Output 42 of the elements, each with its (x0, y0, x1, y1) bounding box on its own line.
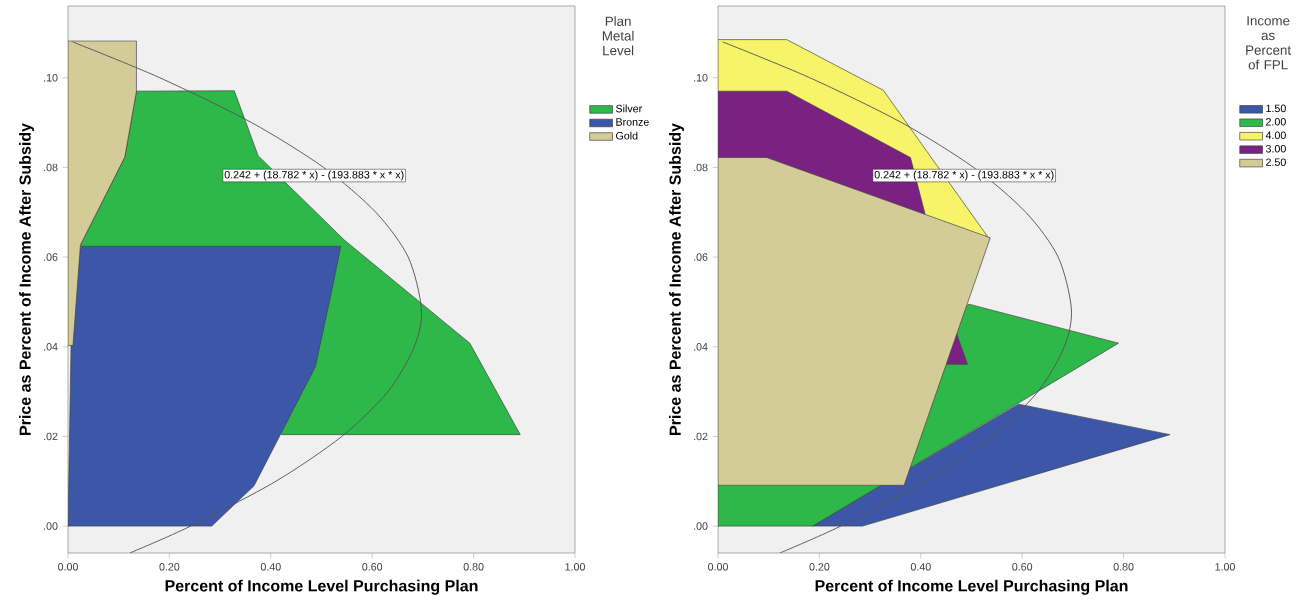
line-series (72, 41, 422, 553)
x-tick-label: 0.60 (1012, 563, 1033, 571)
x-tick-label: 0.80 (1113, 563, 1134, 571)
legend-title: Income as Percent of FPL (1246, 16, 1291, 70)
x-tick-label: 0.80 (463, 563, 484, 571)
y-tick-label: .02 (44, 432, 58, 441)
x-axis-title: Percent of Income Level Purchasing Plan (165, 579, 478, 595)
x-tick-label: 0.60 (362, 563, 383, 571)
y-tick-label: .02 (694, 432, 708, 441)
line-series (722, 41, 1072, 553)
y-axis-title: Price as Percent of Income After Subsidy (19, 123, 34, 435)
legend-label: Gold (616, 131, 638, 140)
x-tick-label: 1.00 (565, 563, 585, 571)
y-axis-title: Price as Percent of Income After Subsidy (669, 123, 684, 435)
y-tick-label: .00 (44, 522, 58, 530)
y-tick-label: .04 (694, 342, 708, 351)
y-tick-label: .06 (694, 253, 708, 261)
x-tick-label: 0.00 (708, 563, 728, 571)
legend-label: 2.50 (1266, 158, 1286, 166)
legend-label: 3.00 (1265, 144, 1286, 153)
y-tick-label: .04 (44, 342, 58, 351)
y-tick-label: .06 (44, 253, 58, 261)
x-tick-label: 0.00 (58, 563, 78, 571)
x-tick-label: 1.00 (1215, 563, 1235, 571)
y-tick-label: .08 (44, 163, 58, 172)
annotation: 0.242 + (18.782 * x) - (193.883 * x * x) (224, 170, 404, 181)
legend-title: Plan Metal Level (602, 16, 634, 56)
x-tick-label: 0.40 (260, 563, 281, 571)
legend-label: Bronze (616, 118, 649, 126)
x-tick-label: 0.20 (159, 563, 180, 571)
x-tick-label: 0.20 (809, 563, 830, 571)
y-tick-label: .00 (694, 522, 708, 530)
legend-label: Silver (615, 104, 642, 113)
y-tick-label: .10 (694, 73, 708, 82)
legend-label: 1.50 (1266, 104, 1286, 113)
annotation: 0.242 + (18.782 * x) - (193.883 * x * x) (874, 170, 1054, 181)
x-tick-label: 0.40 (910, 563, 931, 571)
legend-label: 2.00 (1266, 118, 1286, 126)
y-tick-label: .08 (694, 163, 708, 172)
legend-label: 4.00 (1265, 131, 1286, 140)
y-tick-label: .10 (44, 73, 58, 82)
x-axis-title: Percent of Income Level Purchasing Plan (815, 579, 1128, 595)
